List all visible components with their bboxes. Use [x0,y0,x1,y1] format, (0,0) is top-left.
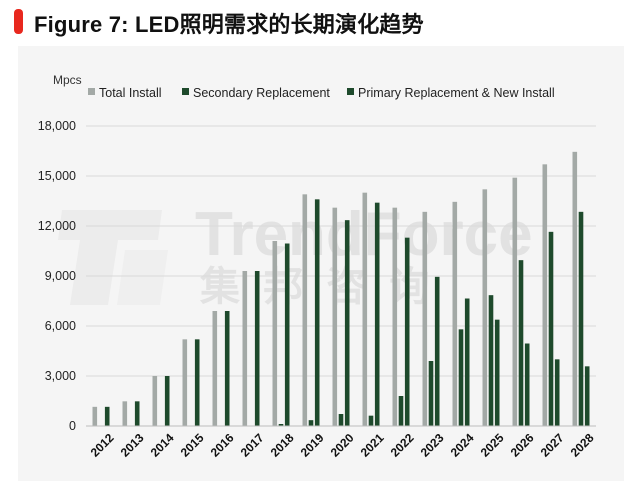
legend-swatch-total [88,88,95,95]
legend-swatch-primary [347,88,354,95]
y-tick-label: 15,000 [38,169,76,183]
bar-primary-replacement [464,298,470,426]
bar-total-install [512,177,518,426]
bar-total-install [542,164,548,427]
bar-secondary-replacement [308,420,314,426]
bar-primary-replacement [164,376,170,426]
bar-primary-replacement [494,319,500,426]
watermark-cn: 集 邦 咨 询 [199,265,435,309]
bar-primary-replacement [344,220,350,426]
x-tick-label: 2012 [88,431,117,460]
bar-total-install [122,401,128,426]
y-tick-label: 6,000 [45,319,76,333]
bar-total-install [572,151,578,427]
bar-secondary-replacement [458,329,464,426]
x-tick-label: 2019 [298,431,327,460]
legend: Total Install Secondary Replacement Prim… [88,86,555,100]
x-tick-label: 2013 [118,431,147,460]
bar-primary-replacement [254,271,260,426]
bar-total-install [212,311,218,426]
x-tick-label: 2015 [178,431,207,460]
bars [92,151,590,427]
legend-swatch-secondary [182,88,189,95]
bar-secondary-replacement [578,211,584,426]
y-tick-label: 3,000 [45,369,76,383]
bar-secondary-replacement [488,295,494,426]
y-axis-unit-label: Mpcs [53,73,82,87]
bar-total-install [362,192,368,426]
bar-primary-replacement [314,199,320,426]
x-tick-label: 2028 [568,431,597,460]
bar-primary-replacement [434,276,440,426]
x-tick-label: 2022 [388,431,417,460]
page-title: Figure 7: LED照明需求的长期演化趋势 [34,12,424,37]
y-tick-label: 18,000 [38,119,76,133]
bar-primary-replacement [404,237,410,426]
bar-secondary-replacement [428,361,434,426]
bar-total-install [482,189,488,426]
x-tick-label: 2021 [358,431,387,460]
bar-total-install [302,194,308,426]
x-tick-label: 2014 [148,431,177,460]
bar-primary-replacement [554,359,560,426]
bar-primary-replacement [374,202,380,426]
bar-total-install [242,271,248,426]
bar-primary-replacement [524,343,530,426]
bar-total-install [422,211,428,426]
y-axis-ticks: 0 3,000 6,000 9,000 12,000 15,000 18,000 [38,119,76,433]
bar-total-install [452,201,458,426]
x-tick-label: 2020 [328,431,357,460]
header-bar: Figure 7: LED照明需求的长期演化趋势 [0,0,624,44]
x-tick-label: 2024 [448,431,477,460]
bar-secondary-replacement [368,415,374,426]
gridlines [86,125,596,377]
x-tick-label: 2018 [268,431,297,460]
bar-total-install [332,207,338,426]
x-tick-label: 2025 [478,431,507,460]
legend-label-total: Total Install [99,86,162,100]
bar-total-install [272,241,278,426]
x-tick-label: 2026 [508,431,537,460]
watermark-logo-icon [58,210,168,305]
bar-secondary-replacement [518,260,524,426]
x-tick-label: 2027 [538,431,567,460]
y-tick-label: 12,000 [38,219,76,233]
legend-label-primary: Primary Replacement & New Install [358,86,555,100]
bar-primary-replacement [104,406,110,426]
bar-primary-replacement [584,366,590,426]
watermark: TrendForce 集 邦 咨 询 [58,200,533,309]
y-tick-label: 9,000 [45,269,76,283]
bar-primary-replacement [134,401,140,426]
x-tick-label: 2017 [238,431,267,460]
bar-primary-replacement [284,243,290,426]
bar-secondary-replacement [338,414,344,426]
y-tick-label: 0 [69,419,76,433]
bar-total-install [92,406,98,426]
bar-total-install [392,207,398,426]
x-axis-ticks: 2012 2013 2014 2015 2016 2017 2018 2019 2020 2021… [88,431,597,460]
bar-secondary-replacement [398,396,404,426]
legend-label-secondary: Secondary Replacement [193,86,330,100]
title-accent-bar [14,9,23,34]
bar-secondary-replacement [548,231,554,426]
x-tick-label: 2023 [418,431,447,460]
bar-total-install [152,376,158,426]
x-tick-label: 2016 [208,431,237,460]
bar-primary-replacement [224,311,230,426]
bar-secondary-replacement [278,424,284,426]
bar-total-install [182,339,188,426]
bar-primary-replacement [194,339,200,426]
